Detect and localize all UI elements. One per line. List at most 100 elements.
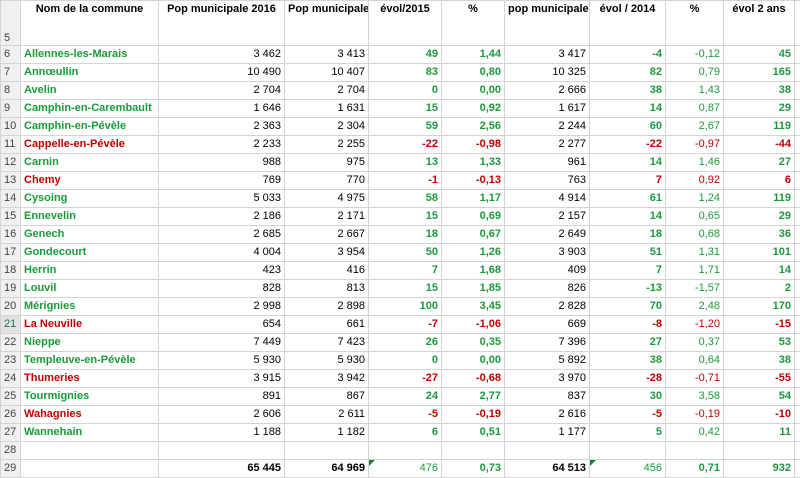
commune-name[interactable]: La Neuville — [21, 316, 159, 334]
cell-pct-2015[interactable]: 1,85 — [442, 280, 505, 298]
cell-pct-2ans[interactable]: 0,93 — [795, 424, 800, 442]
cell-evol2014[interactable]: 27 — [590, 334, 666, 352]
cell-evol2014[interactable]: 82 — [590, 64, 666, 82]
cell-evol-2ans[interactable]: 54 — [724, 388, 795, 406]
cell-pop2014[interactable]: 409 — [505, 262, 590, 280]
cell-pop2016[interactable]: 1 646 — [159, 100, 285, 118]
commune-name[interactable]: Camphin-en-Carembault — [21, 100, 159, 118]
cell-evol2015[interactable]: -5 — [369, 406, 442, 424]
cell-pop2016[interactable]: 2 606 — [159, 406, 285, 424]
cell-evol2015[interactable]: 0 — [369, 352, 442, 370]
cell-evol-2ans[interactable]: 101 — [724, 244, 795, 262]
cell-pop2016[interactable]: 2 998 — [159, 298, 285, 316]
cell-pop2016[interactable]: 3 915 — [159, 370, 285, 388]
cell-evol2015[interactable]: 6 — [369, 424, 442, 442]
cell-pct-2ans[interactable]: -1,39 — [795, 370, 800, 388]
cell-pct-2ans[interactable]: 1,34 — [795, 208, 800, 226]
cell-pop2015[interactable]: 3 942 — [285, 370, 369, 388]
cell-evol2014[interactable]: 14 — [590, 208, 666, 226]
cell-pop2015[interactable]: 7 423 — [285, 334, 369, 352]
header-pct3[interactable]: % — [795, 1, 800, 46]
empty-cell[interactable] — [505, 442, 590, 460]
cell-pct-2015[interactable]: -0,98 — [442, 136, 505, 154]
cell-pop2016[interactable]: 1 188 — [159, 424, 285, 442]
cell-pop2014[interactable]: 763 — [505, 172, 590, 190]
cell-evol-2ans[interactable]: 11 — [724, 424, 795, 442]
commune-name[interactable]: Chemy — [21, 172, 159, 190]
row-number[interactable]: 28 — [1, 442, 21, 460]
row-number[interactable]: 24 — [1, 370, 21, 388]
cell-pct-2015[interactable]: 0,00 — [442, 352, 505, 370]
header-commune[interactable]: Nom de la commune — [21, 1, 159, 46]
row-number[interactable]: 19 — [1, 280, 21, 298]
cell-pop2016[interactable]: 5 033 — [159, 190, 285, 208]
cell-evol2015[interactable]: 49 — [369, 46, 442, 64]
cell-pop2016[interactable]: 10 490 — [159, 64, 285, 82]
cell-evol2014[interactable]: -8 — [590, 316, 666, 334]
cell-evol-2ans[interactable]: 27 — [724, 154, 795, 172]
cell-evol2014[interactable]: 51 — [590, 244, 666, 262]
cell-pct-2014[interactable]: 0,92 — [666, 172, 724, 190]
cell-pop2014[interactable]: 2 616 — [505, 406, 590, 424]
cell-evol2014[interactable]: 30 — [590, 388, 666, 406]
cell-evol-2ans[interactable]: 14 — [724, 262, 795, 280]
cell-evol2015[interactable]: 50 — [369, 244, 442, 262]
cell-pct-2ans[interactable]: 0,24 — [795, 280, 800, 298]
cell-pop2016[interactable]: 891 — [159, 388, 285, 406]
cell-evol-2ans[interactable]: 38 — [724, 352, 795, 370]
row-number[interactable]: 20 — [1, 298, 21, 316]
commune-name[interactable]: Tourmignies — [21, 388, 159, 406]
cell-pop2015[interactable]: 770 — [285, 172, 369, 190]
cell-pct-2014[interactable]: 1,71 — [666, 262, 724, 280]
commune-name[interactable]: Herrin — [21, 262, 159, 280]
cell-pct-2015[interactable]: 1,33 — [442, 154, 505, 172]
cell-pct-2015[interactable]: 1,26 — [442, 244, 505, 262]
cell-evol2014[interactable]: 14 — [590, 100, 666, 118]
cell-pop2016[interactable]: 2 685 — [159, 226, 285, 244]
commune-name[interactable]: Mérignies — [21, 298, 159, 316]
row-number[interactable]: 12 — [1, 154, 21, 172]
cell-pct-2ans[interactable]: 1,36 — [795, 226, 800, 244]
cell-pop2014[interactable]: 837 — [505, 388, 590, 406]
commune-name[interactable]: Genech — [21, 226, 159, 244]
cell-evol2015[interactable]: 24 — [369, 388, 442, 406]
empty-cell[interactable] — [21, 442, 159, 460]
cell-pop2014[interactable]: 3 970 — [505, 370, 590, 388]
cell-pct-2014[interactable]: 0,79 — [666, 64, 724, 82]
cell-evol2014[interactable]: 18 — [590, 226, 666, 244]
row-number[interactable]: 27 — [1, 424, 21, 442]
cell-evol2015[interactable]: 100 — [369, 298, 442, 316]
cell-pct-2014[interactable]: 3,58 — [666, 388, 724, 406]
cell-pct-2ans[interactable]: 2,42 — [795, 190, 800, 208]
cell-pop2014[interactable]: 2 666 — [505, 82, 590, 100]
cell-pop2014[interactable]: 961 — [505, 154, 590, 172]
cell-evol2014[interactable]: -28 — [590, 370, 666, 388]
header-evol2014[interactable]: évol / 2014 — [590, 1, 666, 46]
commune-name[interactable]: Thumeries — [21, 370, 159, 388]
cell-pct-2014[interactable]: 1,24 — [666, 190, 724, 208]
cell-evol2014[interactable]: 60 — [590, 118, 666, 136]
cell-pct-2014[interactable]: -1,57 — [666, 280, 724, 298]
cell-evol-2ans[interactable]: 119 — [724, 190, 795, 208]
row-number[interactable]: 13 — [1, 172, 21, 190]
header-pop2014[interactable]: pop municipale 2014 — [505, 1, 590, 46]
cell-pop2014[interactable]: 1 617 — [505, 100, 590, 118]
cell-evol2015[interactable]: 15 — [369, 100, 442, 118]
cell-evol2014[interactable]: -22 — [590, 136, 666, 154]
cell-pop2015[interactable]: 2 304 — [285, 118, 369, 136]
cell-pct-2ans[interactable]: 1,32 — [795, 46, 800, 64]
commune-name[interactable]: Cappelle-en-Pévèle — [21, 136, 159, 154]
cell-pct-2015[interactable]: 0,51 — [442, 424, 505, 442]
cell-evol-2ans[interactable]: 119 — [724, 118, 795, 136]
cell-pct-2015[interactable]: 0,69 — [442, 208, 505, 226]
cell-pct-2015[interactable]: 1,17 — [442, 190, 505, 208]
cell-pop2014[interactable]: 2 244 — [505, 118, 590, 136]
row-number[interactable]: 17 — [1, 244, 21, 262]
cell-evol2014[interactable]: 61 — [590, 190, 666, 208]
row-number[interactable]: 11 — [1, 136, 21, 154]
cell-pop2016[interactable]: 769 — [159, 172, 285, 190]
cell-evol2014[interactable]: 7 — [590, 172, 666, 190]
cell-pct-2014[interactable]: 0,64 — [666, 352, 724, 370]
cell-pct-2014[interactable]: -1,20 — [666, 316, 724, 334]
cell-evol2015[interactable]: 18 — [369, 226, 442, 244]
